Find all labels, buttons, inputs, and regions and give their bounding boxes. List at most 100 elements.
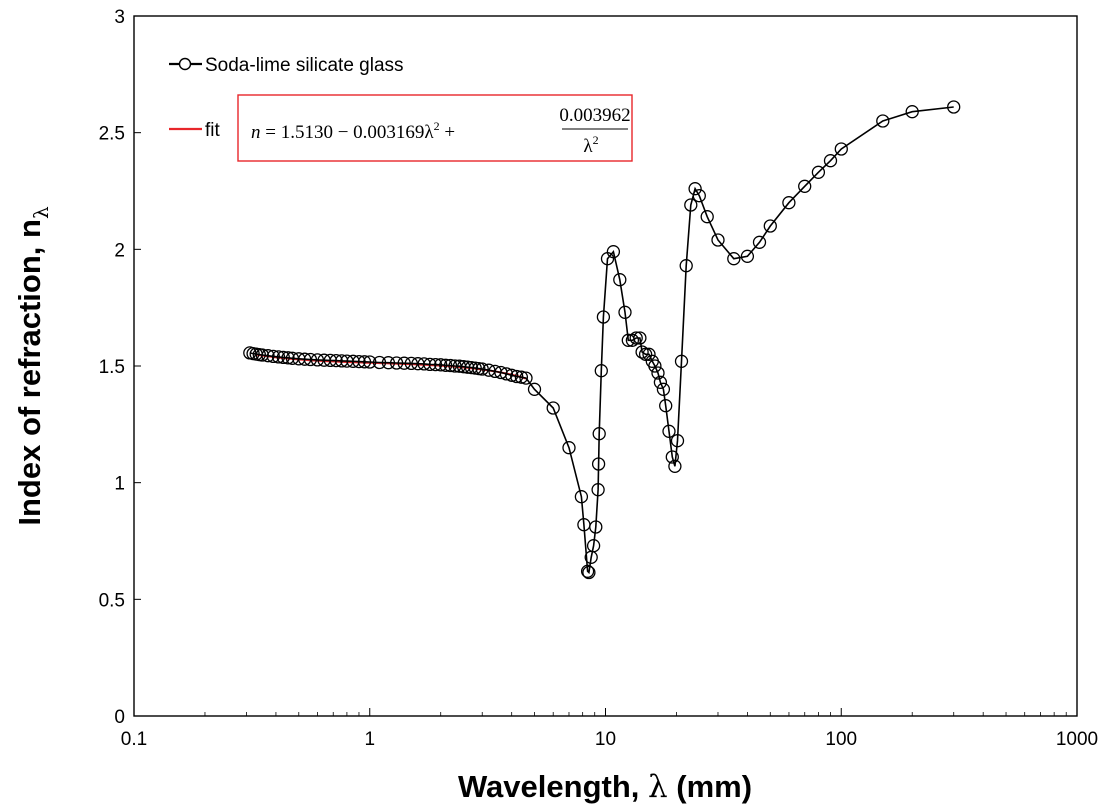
data-point — [635, 345, 649, 359]
x-tick-label: 10 — [595, 729, 616, 750]
data-point — [700, 210, 714, 224]
data-point — [448, 359, 462, 373]
data-point — [562, 441, 576, 455]
data-point — [811, 165, 826, 179]
data-point — [580, 564, 595, 578]
data-point — [625, 333, 640, 347]
data-point — [659, 399, 673, 413]
equation-denominator: λ2 — [583, 133, 598, 157]
data-point — [372, 355, 387, 370]
data-point — [397, 356, 411, 370]
y-tick-label: 1 — [114, 474, 125, 495]
data-point — [329, 353, 343, 368]
data-point — [651, 366, 665, 380]
data-point — [688, 182, 702, 196]
x-axis-title: Wavelength, λ (mm) — [458, 769, 752, 805]
data-point — [298, 352, 312, 366]
data-point — [782, 196, 796, 210]
data-point — [255, 348, 269, 362]
legend-data-marker-icon — [178, 57, 192, 71]
data-point — [428, 357, 443, 372]
data-point — [363, 355, 377, 369]
x-tick-label: 1 — [364, 729, 375, 750]
equation-lhs-text: n = 1.5130 − 0.003169λ2 + — [251, 119, 455, 143]
legend-data-label: Soda-lime silicate glass — [205, 55, 404, 76]
data-point — [905, 105, 919, 119]
data-point — [582, 565, 596, 580]
data-point — [740, 249, 755, 263]
data-point — [271, 350, 286, 364]
data-point — [404, 356, 418, 371]
y-tick-label: 1.5 — [99, 357, 125, 378]
equation-box — [237, 94, 633, 162]
data-point — [499, 367, 514, 381]
y-tick-label: 3 — [114, 7, 125, 28]
data-point — [648, 359, 662, 373]
legend-fit-label: fit — [205, 120, 221, 141]
data-point — [596, 310, 611, 324]
data-point — [281, 351, 295, 365]
data-point — [763, 219, 777, 233]
data-point — [692, 189, 706, 203]
data-point — [633, 331, 647, 345]
data-point — [665, 450, 679, 464]
data-point — [629, 331, 643, 345]
data-point — [876, 114, 890, 128]
data-point — [434, 358, 448, 372]
data-point — [670, 434, 685, 448]
data-point — [594, 364, 608, 378]
data-point — [276, 350, 290, 365]
data-point — [505, 368, 519, 382]
data-point — [656, 382, 671, 396]
data-point — [679, 259, 693, 273]
data-point — [352, 354, 366, 369]
data-point — [606, 245, 621, 259]
y-tick-label: 0 — [114, 707, 125, 728]
fit-equation-annotation: n = 1.5130 − 0.003169λ2 + 0.003962 λ2 — [237, 94, 633, 162]
y-tick-label: 0.5 — [99, 590, 125, 611]
data-point — [303, 352, 318, 367]
data-point — [266, 349, 280, 364]
equation-numerator: 0.003962 — [559, 105, 630, 126]
data-point — [464, 360, 479, 375]
data-point — [423, 357, 437, 372]
data-point — [727, 252, 741, 266]
data-point — [519, 371, 533, 385]
data-point — [947, 100, 961, 114]
data-point — [823, 154, 838, 168]
x-tick-label: 1000 — [1056, 729, 1098, 750]
y-axis-title: Index of refraction, nλ — [12, 206, 53, 526]
data-point — [514, 370, 529, 384]
data-point — [261, 349, 275, 363]
data-point — [527, 382, 542, 396]
data-series-markers — [243, 100, 961, 580]
data-point — [389, 356, 404, 370]
x-axis: 0.1 1 10 100 1000 — [121, 708, 1098, 750]
data-point — [357, 355, 372, 369]
data-point — [684, 198, 698, 212]
data-point — [589, 520, 603, 534]
data-point — [638, 347, 653, 361]
data-point — [546, 401, 560, 415]
data-point — [613, 273, 627, 287]
data-point — [510, 369, 524, 384]
legend-item-fit: fit — [169, 120, 221, 141]
data-point — [711, 233, 725, 247]
data-point — [752, 235, 767, 249]
data-point — [618, 305, 632, 319]
data-point — [668, 459, 682, 473]
data-point — [574, 490, 589, 504]
x-tick-label: 100 — [825, 729, 857, 750]
data-point — [586, 539, 601, 553]
data-point — [834, 142, 848, 156]
data-point — [592, 427, 606, 441]
data-point — [475, 362, 489, 376]
legend: Soda-lime silicate glass fit — [169, 55, 404, 141]
y-tick-label: 2 — [114, 240, 125, 261]
data-point — [674, 354, 689, 368]
y-tick-label: 2.5 — [99, 124, 125, 145]
data-point — [591, 457, 606, 471]
data-point — [381, 356, 396, 370]
legend-item-data: Soda-lime silicate glass — [169, 55, 404, 76]
data-point — [798, 179, 812, 193]
